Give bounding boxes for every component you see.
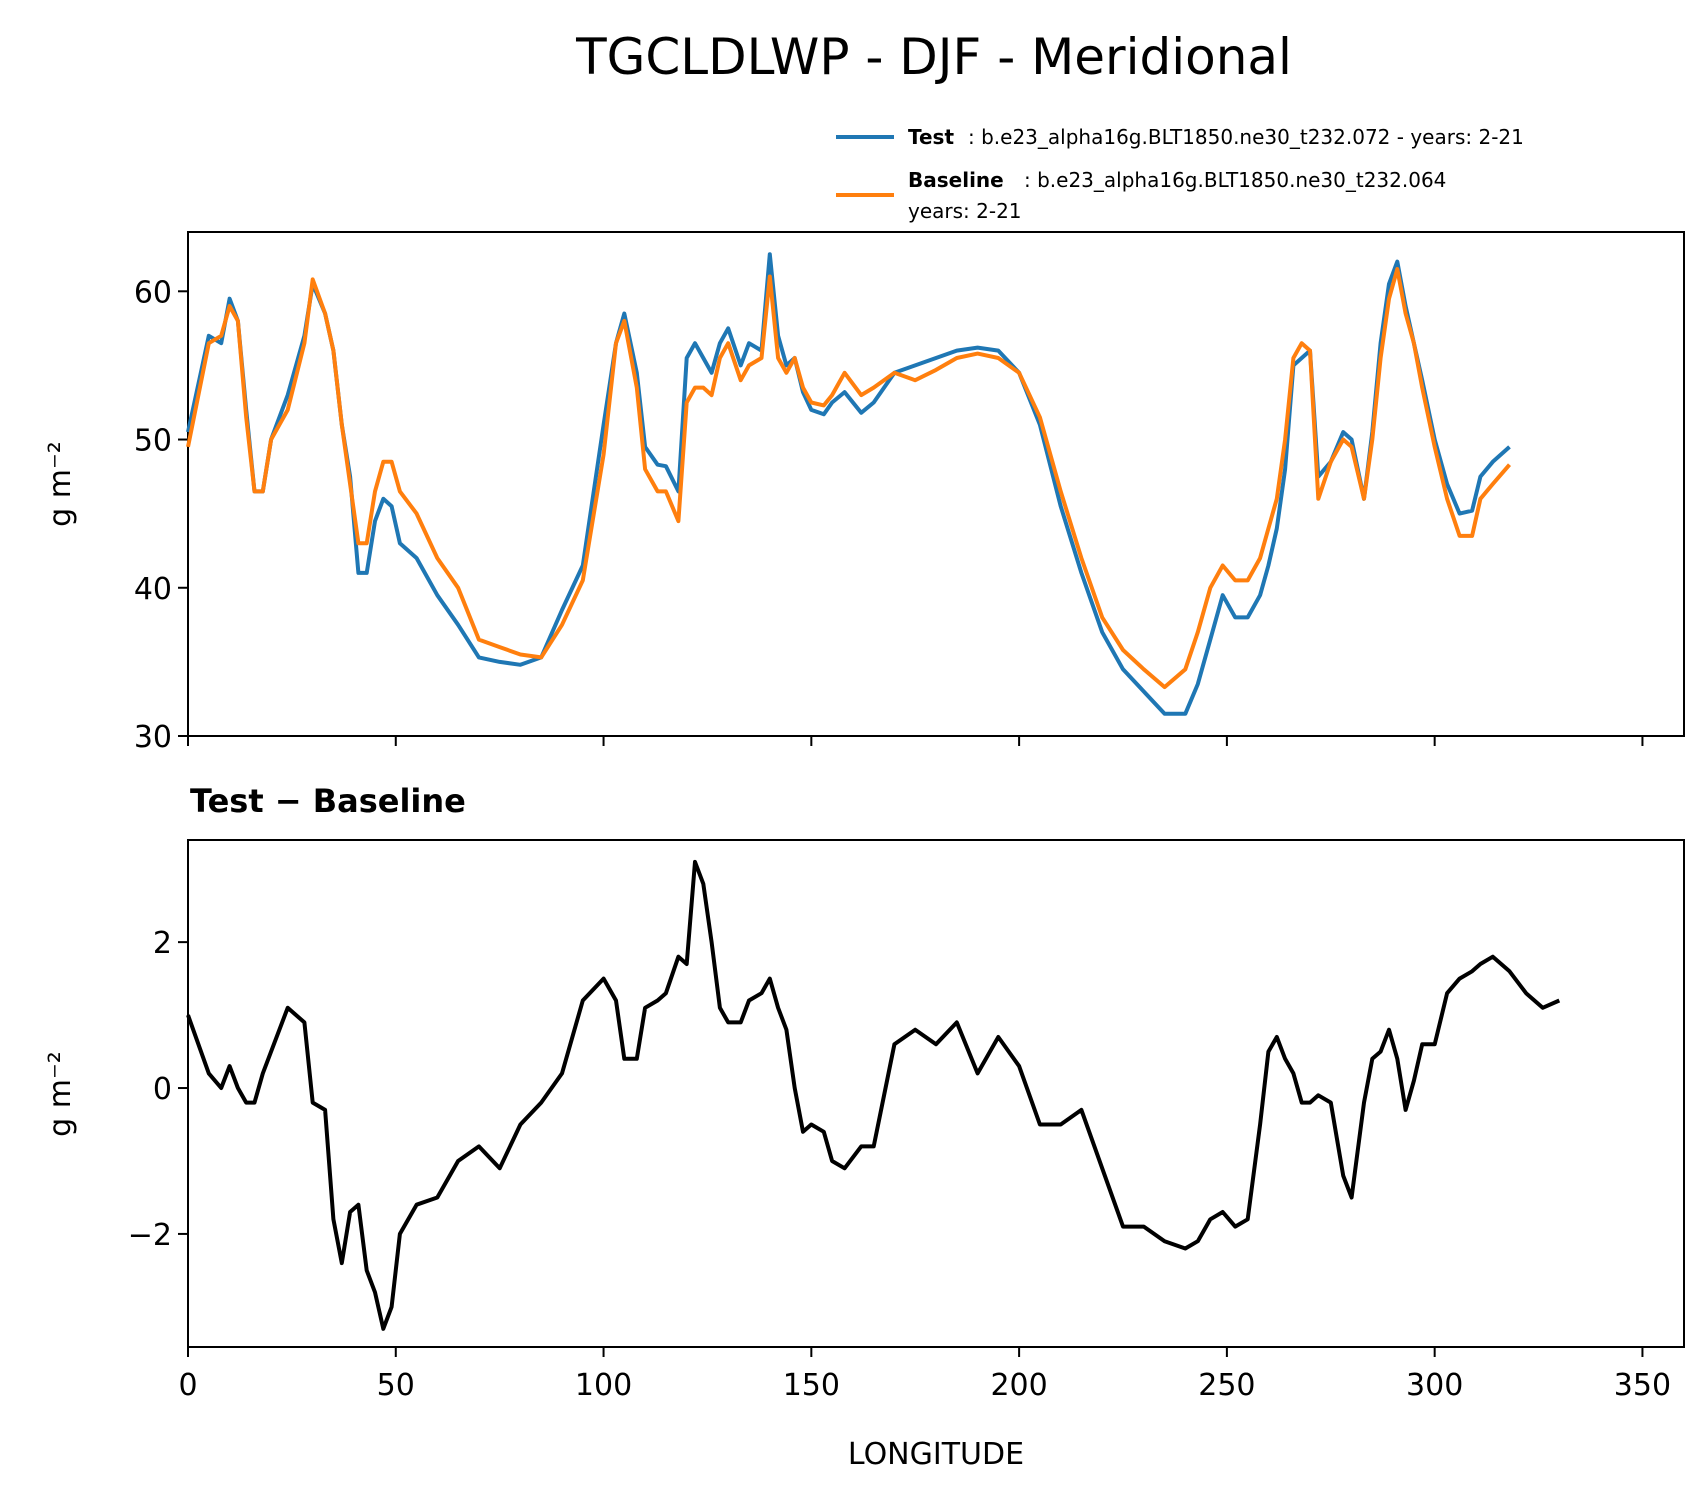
x-axis-label: LONGITUDE — [848, 1437, 1024, 1472]
chart-title: TGCLDLWP - DJF - Meridional — [575, 28, 1292, 86]
baseline-series-line — [186, 267, 1512, 690]
legend-baseline-name: Baseline — [908, 168, 1004, 192]
x-tick-label: 350 — [1614, 1368, 1671, 1403]
legend-baseline-desc: : b.e23_alpha16g.BLT1850.ne30_t232.064 — [1024, 168, 1446, 192]
top-x-ticks — [187, 736, 1644, 746]
x-tick-label: 50 — [377, 1368, 415, 1403]
x-tick-label: 0 — [178, 1368, 197, 1403]
top-y-tick-label: 30 — [134, 720, 172, 755]
legend-test-name: Test — [908, 125, 954, 149]
top-panel: 30 40 50 60 g m⁻² — [43, 231, 1685, 755]
top-plot-frame — [187, 231, 1685, 737]
x-tick-label: 300 — [1406, 1368, 1463, 1403]
bottom-y-tick-label: 2 — [153, 926, 172, 961]
top-y-axis-label: g m⁻² — [43, 441, 78, 527]
bottom-x-ticks: 0 50 100 150 200 250 300 350 — [178, 1347, 1671, 1403]
bottom-series-group — [186, 859, 1561, 1331]
bottom-panel: Test − Baseline −2 0 2 0 50 100 150 200 250 300 3… — [43, 782, 1685, 1472]
top-y-tick-label: 60 — [134, 275, 172, 310]
difference-series-line — [186, 859, 1561, 1331]
legend: Test : b.e23_alpha16g.BLT1850.ne30_t232.… — [836, 125, 1524, 223]
top-y-tick-label: 40 — [134, 572, 172, 607]
bottom-plot-frame — [187, 839, 1685, 1348]
x-tick-label: 250 — [1198, 1368, 1255, 1403]
top-series-group — [186, 252, 1512, 716]
bottom-y-tick-label: 0 — [153, 1072, 172, 1107]
top-y-tick-label: 50 — [134, 424, 172, 459]
bottom-y-ticks: −2 0 2 — [128, 926, 188, 1253]
x-tick-label: 200 — [990, 1368, 1047, 1403]
legend-baseline-years: years: 2-21 — [908, 199, 1022, 223]
test-series-line — [186, 252, 1511, 716]
bottom-y-axis-label: g m⁻² — [43, 1051, 78, 1137]
x-tick-label: 150 — [783, 1368, 840, 1403]
legend-test-desc: : b.e23_alpha16g.BLT1850.ne30_t232.072 -… — [968, 125, 1524, 149]
x-tick-label: 100 — [575, 1368, 632, 1403]
top-y-ticks: 30 40 50 60 — [134, 275, 188, 755]
bottom-y-tick-label: −2 — [128, 1218, 172, 1253]
difference-subtitle: Test − Baseline — [190, 782, 466, 820]
